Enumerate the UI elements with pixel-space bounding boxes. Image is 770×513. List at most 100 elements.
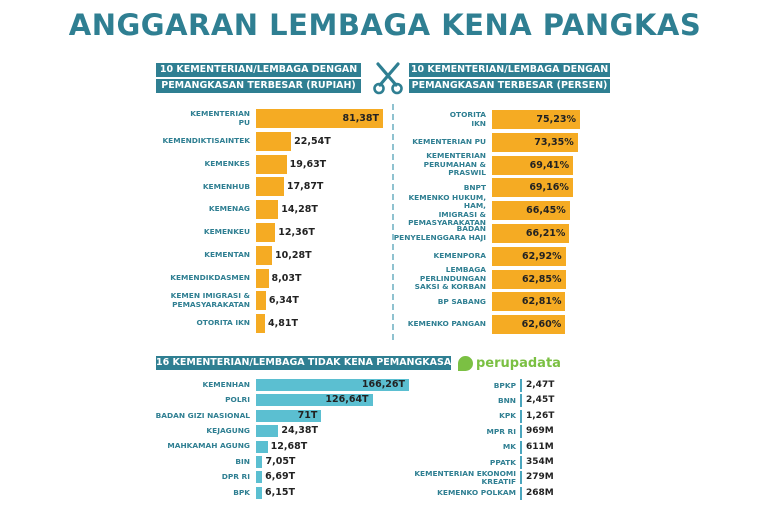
bar-label: KEMENTERIAN PU (190, 109, 250, 127)
tidak-kena-header: 16 KEMENTERIAN/LEMBAGA TIDAK KENA PEMANG… (156, 356, 460, 370)
bar-value-label: 166,26T (361, 379, 405, 390)
bar (492, 269, 566, 289)
bar (256, 394, 373, 407)
bar (492, 224, 570, 243)
table-separator (520, 409, 522, 423)
bar-value-label: 8,03T (271, 272, 302, 284)
bar (492, 110, 580, 129)
table-value: 611M (526, 441, 554, 452)
bar-label: KEMENPORA (433, 251, 486, 261)
bar (256, 131, 292, 151)
bar (492, 201, 570, 221)
brand-name: perupadata (476, 355, 561, 371)
bar (256, 425, 279, 438)
bar-value-label: 4,81T (268, 318, 298, 330)
brand-logo: perupadata (458, 353, 561, 373)
bar-label: KEMENTAN (204, 250, 250, 260)
bar-label: POLRI (225, 395, 250, 405)
bar (256, 456, 263, 468)
bar-label: OTORITA IKN (449, 110, 486, 128)
bar-value-label: 19,63T (289, 158, 327, 170)
bar-value-label: 6,34T (268, 295, 299, 307)
bar-value-label: 69,16% (529, 182, 569, 194)
table-separator (520, 425, 522, 439)
brand-mark-icon (458, 355, 473, 371)
bar-label: OTORITA IKN (196, 318, 250, 328)
bar (256, 486, 262, 499)
bar (256, 177, 284, 197)
bar-value-label: 71T (297, 409, 318, 421)
bar (492, 178, 573, 198)
bar-label: KEMENHUB (202, 181, 250, 191)
bar-label: BADAN GIZI NASIONAL (155, 410, 250, 420)
bar (256, 314, 265, 334)
bar-label: LEMBAGA PERLINDUNGAN SAKSI & KORBAN (414, 265, 486, 292)
bar-label: KEJAGUNG (206, 425, 250, 435)
bar (256, 291, 266, 311)
table-label: KEMENTERIAN EKONOMI KREATIF (414, 468, 516, 486)
bar-label: KEMENTERIAN PU (412, 137, 486, 147)
bar-label: BP SABANG (437, 296, 486, 306)
bar (492, 315, 566, 335)
bar-value-label: 73,35% (534, 136, 574, 148)
rupiah-header-line1: 10 KEMENTERIAN/LEMBAGA DENGAN (156, 63, 361, 77)
bar-value-label: 62,81% (521, 296, 562, 308)
bar (256, 440, 268, 453)
bar-value-label: 126,64T (325, 394, 369, 406)
bar-value-label: 14,28T (281, 204, 318, 216)
bar-value-label: 62,85% (521, 273, 562, 285)
bar-label: KEMENHAN (202, 379, 250, 389)
bar-label: KEMENKO HUKUM, HAM, IMIGRASI & PEMASYARA… (408, 192, 486, 228)
bar-value-label: 69,41% (529, 159, 570, 171)
rupiah-header-line2: PEMANGKASAN TERBESAR (RUPIAH) (156, 79, 361, 93)
bar-label: KEMENDIKDASMEN (170, 272, 250, 282)
bar-label: KEMENDIKTISAINTEK (162, 136, 250, 146)
table-label: KPK (499, 411, 516, 421)
table-separator (520, 440, 522, 454)
bar-label: BNPT (463, 182, 486, 192)
bar-value-label: 17,87T (286, 181, 324, 193)
bar (256, 154, 287, 174)
bar (256, 245, 273, 265)
bar-value-label: 66,21% (525, 228, 566, 239)
bar-label: BADAN PENYELENGGARA HAJI (393, 224, 486, 242)
bar-label: KEMENKO PANGAN (407, 319, 486, 329)
bar (256, 379, 409, 391)
persen-header-line1: 10 KEMENTERIAN/LEMBAGA DENGAN (409, 63, 610, 77)
bar (256, 409, 322, 422)
table-value: 2,45T (526, 395, 555, 406)
table-label: BNN (497, 395, 516, 405)
bar (492, 155, 574, 175)
bar-label: KEMENKES (204, 158, 250, 168)
table-separator (520, 379, 522, 392)
bar-value-label: 62,60% (521, 319, 562, 331)
bar-label: KEMENTERIAN PERUMAHAN & PRASWIL (423, 151, 486, 178)
table-value: 279M (526, 472, 554, 483)
table-value: 268M (526, 487, 554, 498)
bar (256, 471, 263, 484)
bar-value-label: 75,23% (536, 114, 576, 125)
bar-label: BIN (235, 456, 250, 466)
bar-label: KEMENAG (208, 204, 250, 214)
table-value: 2,47T (526, 380, 555, 390)
scissors-icon (373, 62, 403, 95)
bar-value-label: 22,54T (294, 135, 331, 147)
bar-value-label: 81,38T (342, 113, 379, 124)
bar (492, 246, 566, 266)
table-separator (520, 471, 522, 485)
bar-label: DPR RI (221, 472, 250, 482)
bar (256, 109, 383, 128)
table-value: 1,26T (526, 410, 555, 421)
bar-value-label: 66,45% (526, 205, 566, 217)
bar-value-label: 12,68T (270, 440, 308, 452)
bar-value-label: 6,69T (265, 471, 296, 483)
bar-value-label: 7,05T (265, 456, 296, 467)
table-separator (520, 456, 522, 469)
bar-value-label: 12,36T (278, 227, 315, 238)
table-label: MPR RI (486, 426, 516, 436)
table-separator (520, 486, 522, 500)
bar (256, 200, 279, 220)
bar (492, 132, 578, 152)
bar (492, 292, 566, 312)
table-value: 354M (526, 457, 554, 467)
